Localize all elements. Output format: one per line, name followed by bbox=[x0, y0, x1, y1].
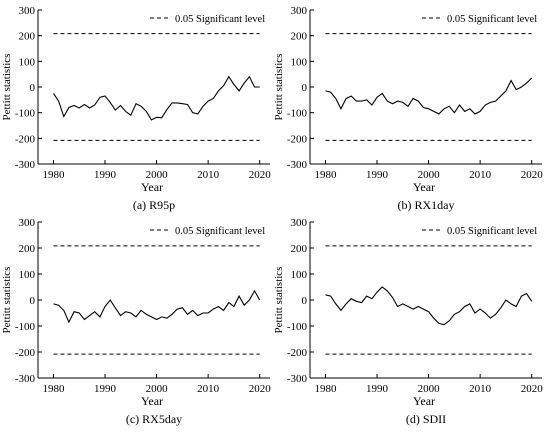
y-axis-label: Pettitt statistics bbox=[1, 267, 13, 334]
x-tick-label: 2020 bbox=[521, 383, 544, 395]
x-tick-label: 2020 bbox=[249, 383, 272, 395]
x-tick-label: 1990 bbox=[366, 169, 389, 181]
x-tick-label: 1980 bbox=[314, 383, 337, 395]
y-tick-label: -200 bbox=[287, 133, 308, 145]
y-axis-label: Pettitt statistics bbox=[273, 54, 285, 121]
y-tick-label: 0 bbox=[30, 295, 36, 307]
series-line bbox=[53, 75, 260, 121]
y-tick-label: 300 bbox=[19, 5, 36, 17]
series-line bbox=[325, 286, 533, 326]
y-tick-label: -300 bbox=[15, 373, 36, 385]
x-tick-label: 2010 bbox=[469, 383, 492, 395]
x-tick-label: 1990 bbox=[366, 383, 389, 395]
x-tick-label: 2000 bbox=[146, 169, 169, 181]
x-tick-label: 1980 bbox=[42, 169, 65, 181]
x-tick-label: 2000 bbox=[146, 383, 169, 395]
panel-b: -300 -200 -100 0 100 200 300 1980 1990 2000 2010 20… bbox=[273, 5, 543, 212]
x-tick-label: 2000 bbox=[418, 169, 441, 181]
legend-label: 0.05 Significant level bbox=[175, 226, 265, 237]
y-tick-label: 0 bbox=[302, 295, 308, 307]
y-tick-label: -300 bbox=[15, 159, 36, 171]
x-axis-label: Year bbox=[413, 394, 435, 408]
x-tick-label: 1990 bbox=[94, 169, 117, 181]
y-tick-label: 0 bbox=[302, 82, 308, 94]
y-tick-label: -300 bbox=[287, 159, 308, 171]
panel-caption: (b) RX1day bbox=[398, 198, 455, 212]
x-tick-label: 1980 bbox=[42, 383, 65, 395]
y-tick-label: 200 bbox=[19, 31, 36, 43]
y-tick-label: -100 bbox=[15, 108, 36, 120]
y-tick-label: -100 bbox=[287, 321, 308, 333]
panel-c: -300 -200 -100 0 100 200 300 1980 1990 2000 2010 20… bbox=[1, 217, 271, 426]
y-tick-label: 100 bbox=[291, 269, 308, 281]
panel-caption: (a) R95p bbox=[133, 198, 175, 212]
y-tick-label: -100 bbox=[287, 108, 308, 120]
series-line bbox=[53, 289, 261, 324]
legend-label: 0.05 Significant level bbox=[175, 14, 265, 25]
y-tick-label: 100 bbox=[19, 269, 36, 281]
series-line bbox=[325, 77, 533, 115]
y-tick-label: 200 bbox=[291, 243, 308, 255]
x-tick-label: 2010 bbox=[197, 383, 220, 395]
y-tick-label: 100 bbox=[19, 56, 36, 68]
legend-label: 0.05 Significant level bbox=[447, 14, 537, 25]
y-tick-label: -200 bbox=[15, 347, 36, 359]
y-tick-label: -300 bbox=[287, 373, 308, 385]
y-tick-label: 300 bbox=[291, 5, 308, 17]
y-tick-label: 100 bbox=[291, 56, 308, 68]
y-tick-label: -100 bbox=[15, 321, 36, 333]
panel-d: -300 -200 -100 0 100 200 300 1980 1990 2000 2010 20… bbox=[273, 217, 543, 426]
x-tick-label: 2010 bbox=[469, 169, 492, 181]
y-axis-label: Pettitt statistics bbox=[1, 54, 13, 121]
x-tick-label: 1990 bbox=[94, 383, 117, 395]
x-tick-label: 2000 bbox=[418, 383, 441, 395]
panel-a: -300 -200 -100 0 100 200 300 1980 1990 2000 2010 20… bbox=[1, 5, 271, 212]
y-axis-label: Pettitt statistics bbox=[273, 267, 285, 334]
legend-label: 0.05 Significant level bbox=[447, 226, 537, 237]
y-tick-label: -200 bbox=[15, 133, 36, 145]
panel-caption: (c) RX5day bbox=[126, 412, 182, 426]
x-axis-label: Year bbox=[141, 180, 163, 194]
x-tick-label: 2020 bbox=[521, 169, 544, 181]
y-tick-label: 200 bbox=[19, 243, 36, 255]
y-tick-label: 300 bbox=[19, 217, 36, 229]
y-tick-label: 0 bbox=[30, 82, 36, 94]
y-tick-label: 200 bbox=[291, 31, 308, 43]
x-axis-label: Year bbox=[141, 394, 163, 408]
x-axis-label: Year bbox=[413, 180, 435, 194]
x-tick-label: 2010 bbox=[197, 169, 220, 181]
panel-caption: (d) SDII bbox=[406, 412, 446, 426]
x-tick-label: 2020 bbox=[249, 169, 272, 181]
x-tick-label: 1980 bbox=[314, 169, 337, 181]
y-tick-label: 300 bbox=[291, 217, 308, 229]
y-tick-label: -200 bbox=[287, 347, 308, 359]
